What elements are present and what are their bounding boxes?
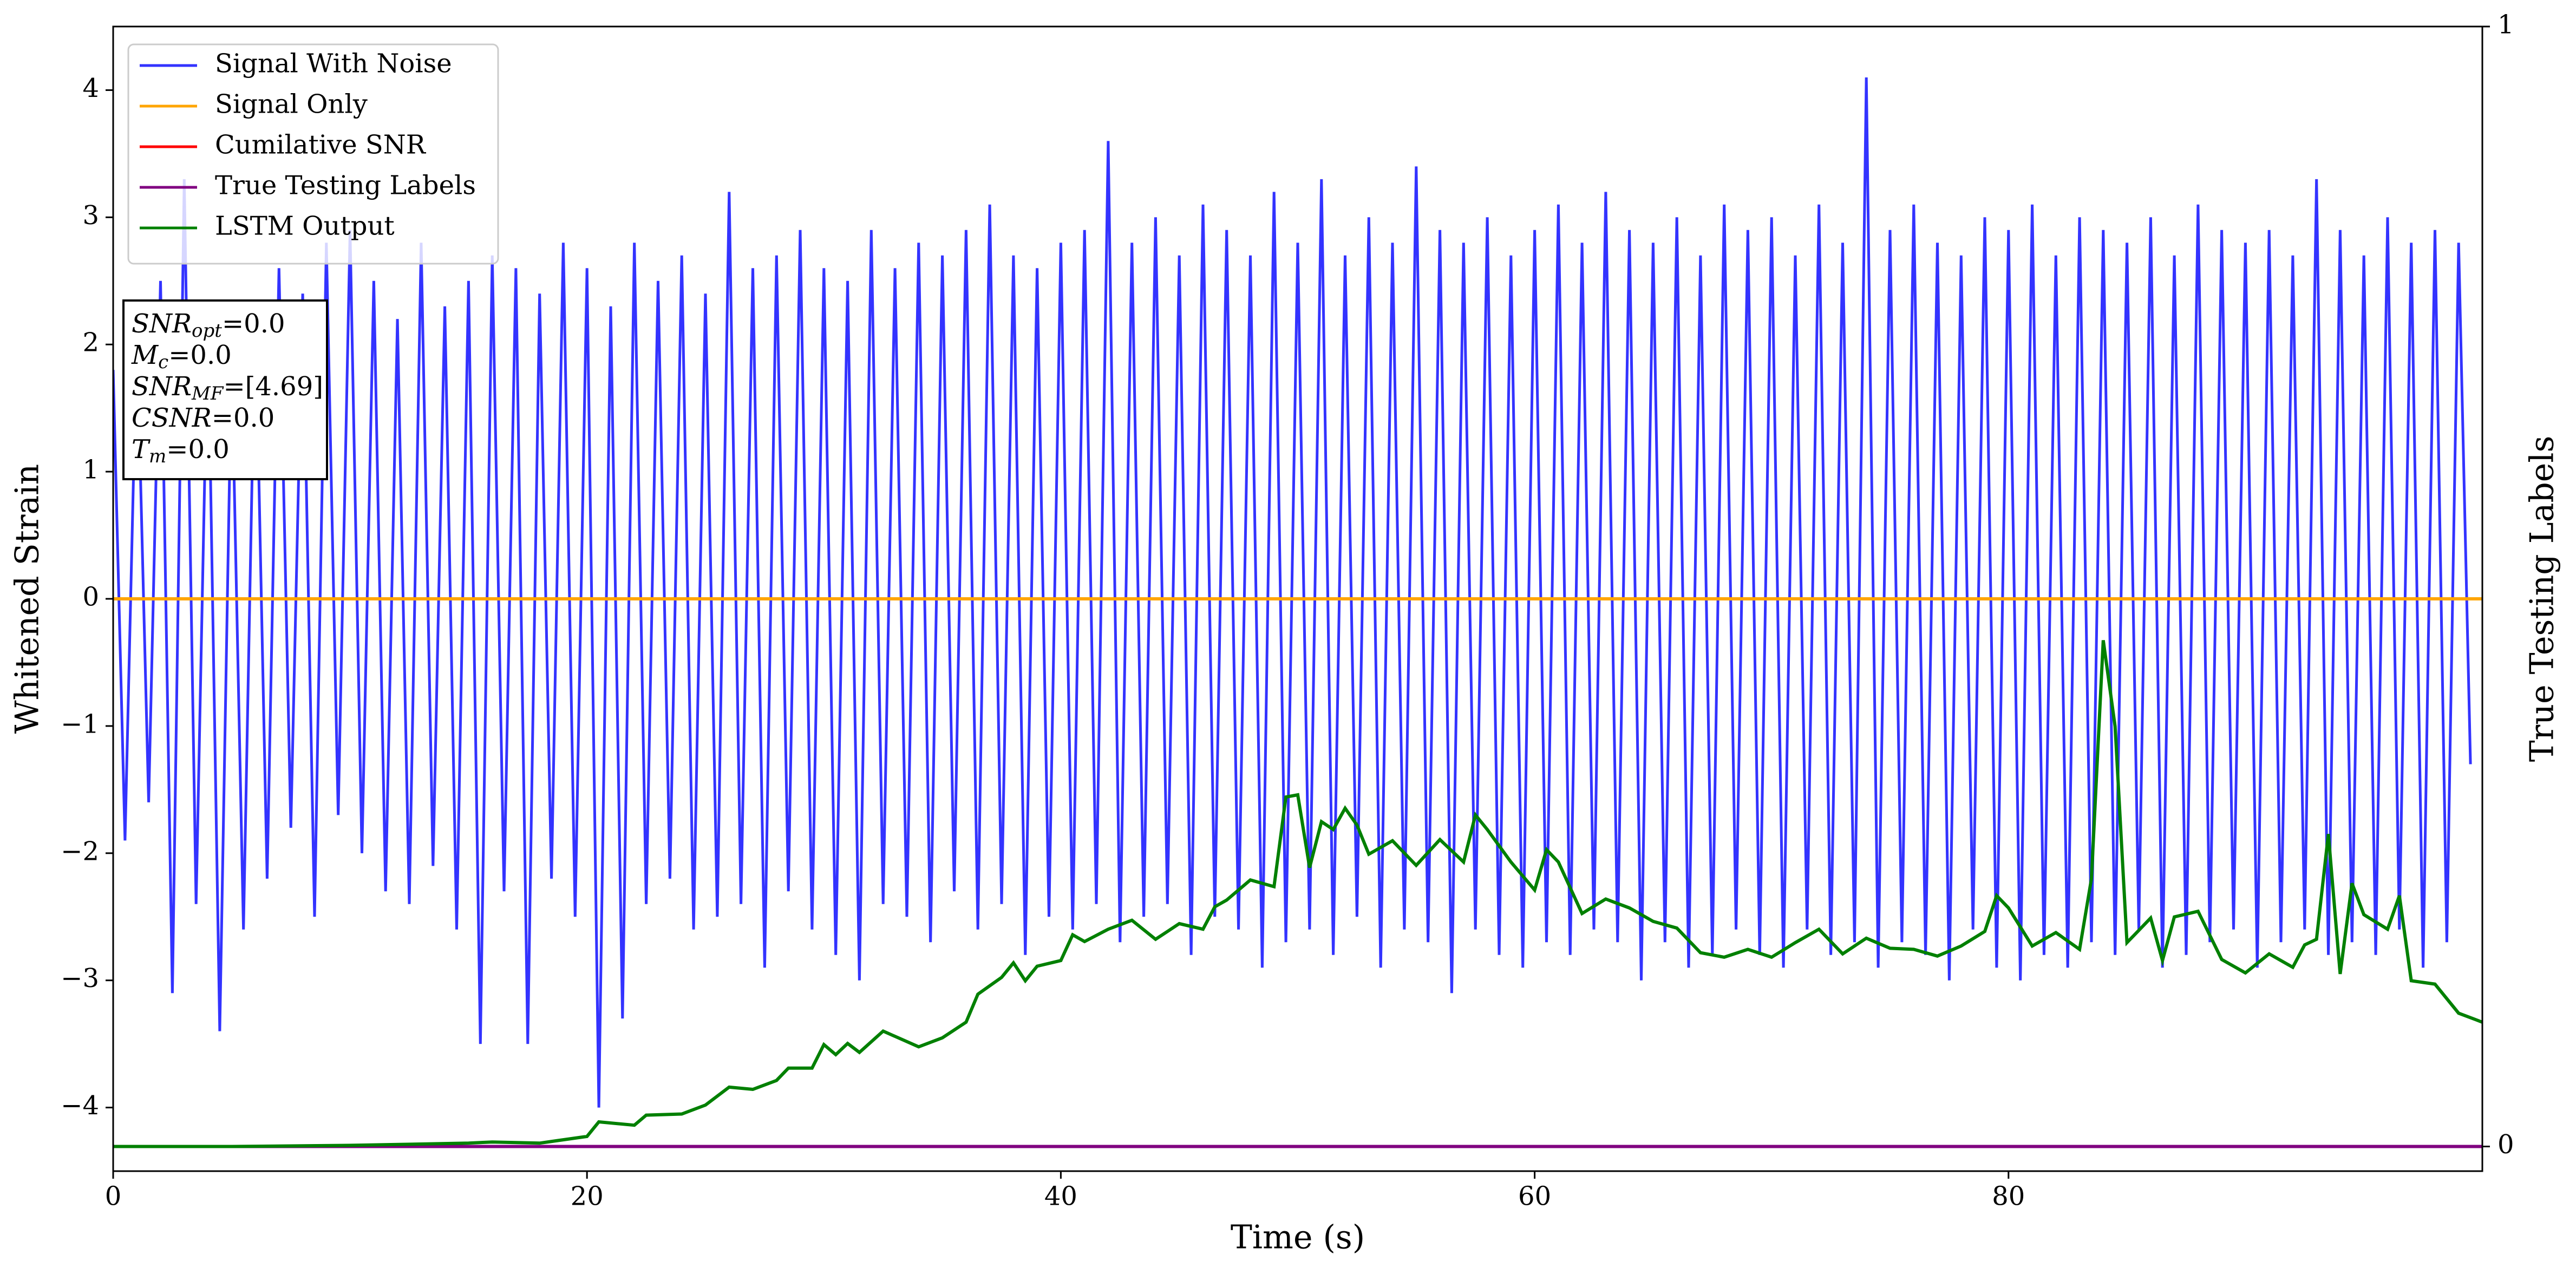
- annotation-value: =0.0: [222, 309, 285, 339]
- annotation-value: =0.0: [168, 340, 232, 370]
- x-tick-label: 80: [1992, 1181, 2025, 1212]
- legend-label: Cumilative SNR: [215, 130, 427, 160]
- y-tick-label: 4: [82, 73, 99, 103]
- annotation-subscript: MF: [191, 383, 224, 404]
- annotation-line: Tm=0.0: [132, 434, 230, 468]
- y2-tick-label: 1: [2497, 10, 2514, 40]
- annotation-box: [122, 299, 328, 480]
- annotation-symbol: T: [132, 434, 151, 465]
- series-line: [113, 77, 2472, 1108]
- annotation-symbol: M: [131, 340, 159, 370]
- plot-area: [113, 77, 2482, 1148]
- annotation-subscript: opt: [192, 320, 222, 342]
- x-tick-label: 60: [1518, 1181, 1551, 1212]
- annotation-value: =0.0: [166, 434, 230, 465]
- legend-box: [127, 43, 499, 265]
- legend-label: True Testing Labels: [215, 171, 476, 201]
- y-tick-label: −3: [61, 963, 99, 994]
- annotation-line: Mc=0.0: [131, 340, 232, 374]
- annotation-line: CSNR=0.0: [132, 403, 274, 433]
- y-tick-label: 1: [82, 455, 99, 485]
- y-axis-label: Whitened Strain: [9, 464, 47, 734]
- annotation-line: SNRMF=[4.69]: [132, 371, 323, 405]
- annotation-symbol: SNR: [132, 309, 192, 339]
- legend-label: Signal Only: [215, 89, 368, 120]
- x-axis-label: Time (s): [1231, 1219, 1365, 1257]
- annotation-line: SNRopt=0.0: [132, 309, 285, 342]
- annotation: SNRopt=0.0Mc=0.0SNRMF=[4.69]CSNR=0.0Tm=0…: [122, 299, 328, 480]
- annotation-symbol: SNR: [132, 371, 192, 402]
- y-tick-label: −4: [61, 1090, 99, 1121]
- series-line: [113, 640, 2482, 1148]
- y-tick-label: 2: [82, 328, 99, 358]
- annotation-value: =[4.69]: [223, 371, 323, 402]
- y-tick-label: −2: [61, 836, 99, 866]
- annotation-symbol: CSNR: [132, 403, 212, 433]
- x-tick-label: 0: [105, 1181, 122, 1212]
- x-tick-label: 20: [571, 1181, 604, 1212]
- legend: Signal With Noise Signal Only Cumilative S…: [127, 43, 499, 265]
- x-tick-label: 40: [1044, 1181, 1077, 1212]
- annotation-subscript: c: [158, 351, 168, 373]
- legend-label: Signal With Noise: [215, 49, 452, 79]
- y-tick-label: 0: [82, 582, 99, 612]
- y2-axis-label: True Testing Labels: [2523, 436, 2561, 762]
- annotation-subscript: m: [149, 446, 166, 467]
- y2-tick-label: 0: [2497, 1129, 2514, 1160]
- y-tick-label: 3: [82, 200, 99, 231]
- y-tick-label: −1: [61, 709, 99, 739]
- legend-label: LSTM Output: [215, 211, 395, 241]
- annotation-value: =0.0: [212, 403, 275, 433]
